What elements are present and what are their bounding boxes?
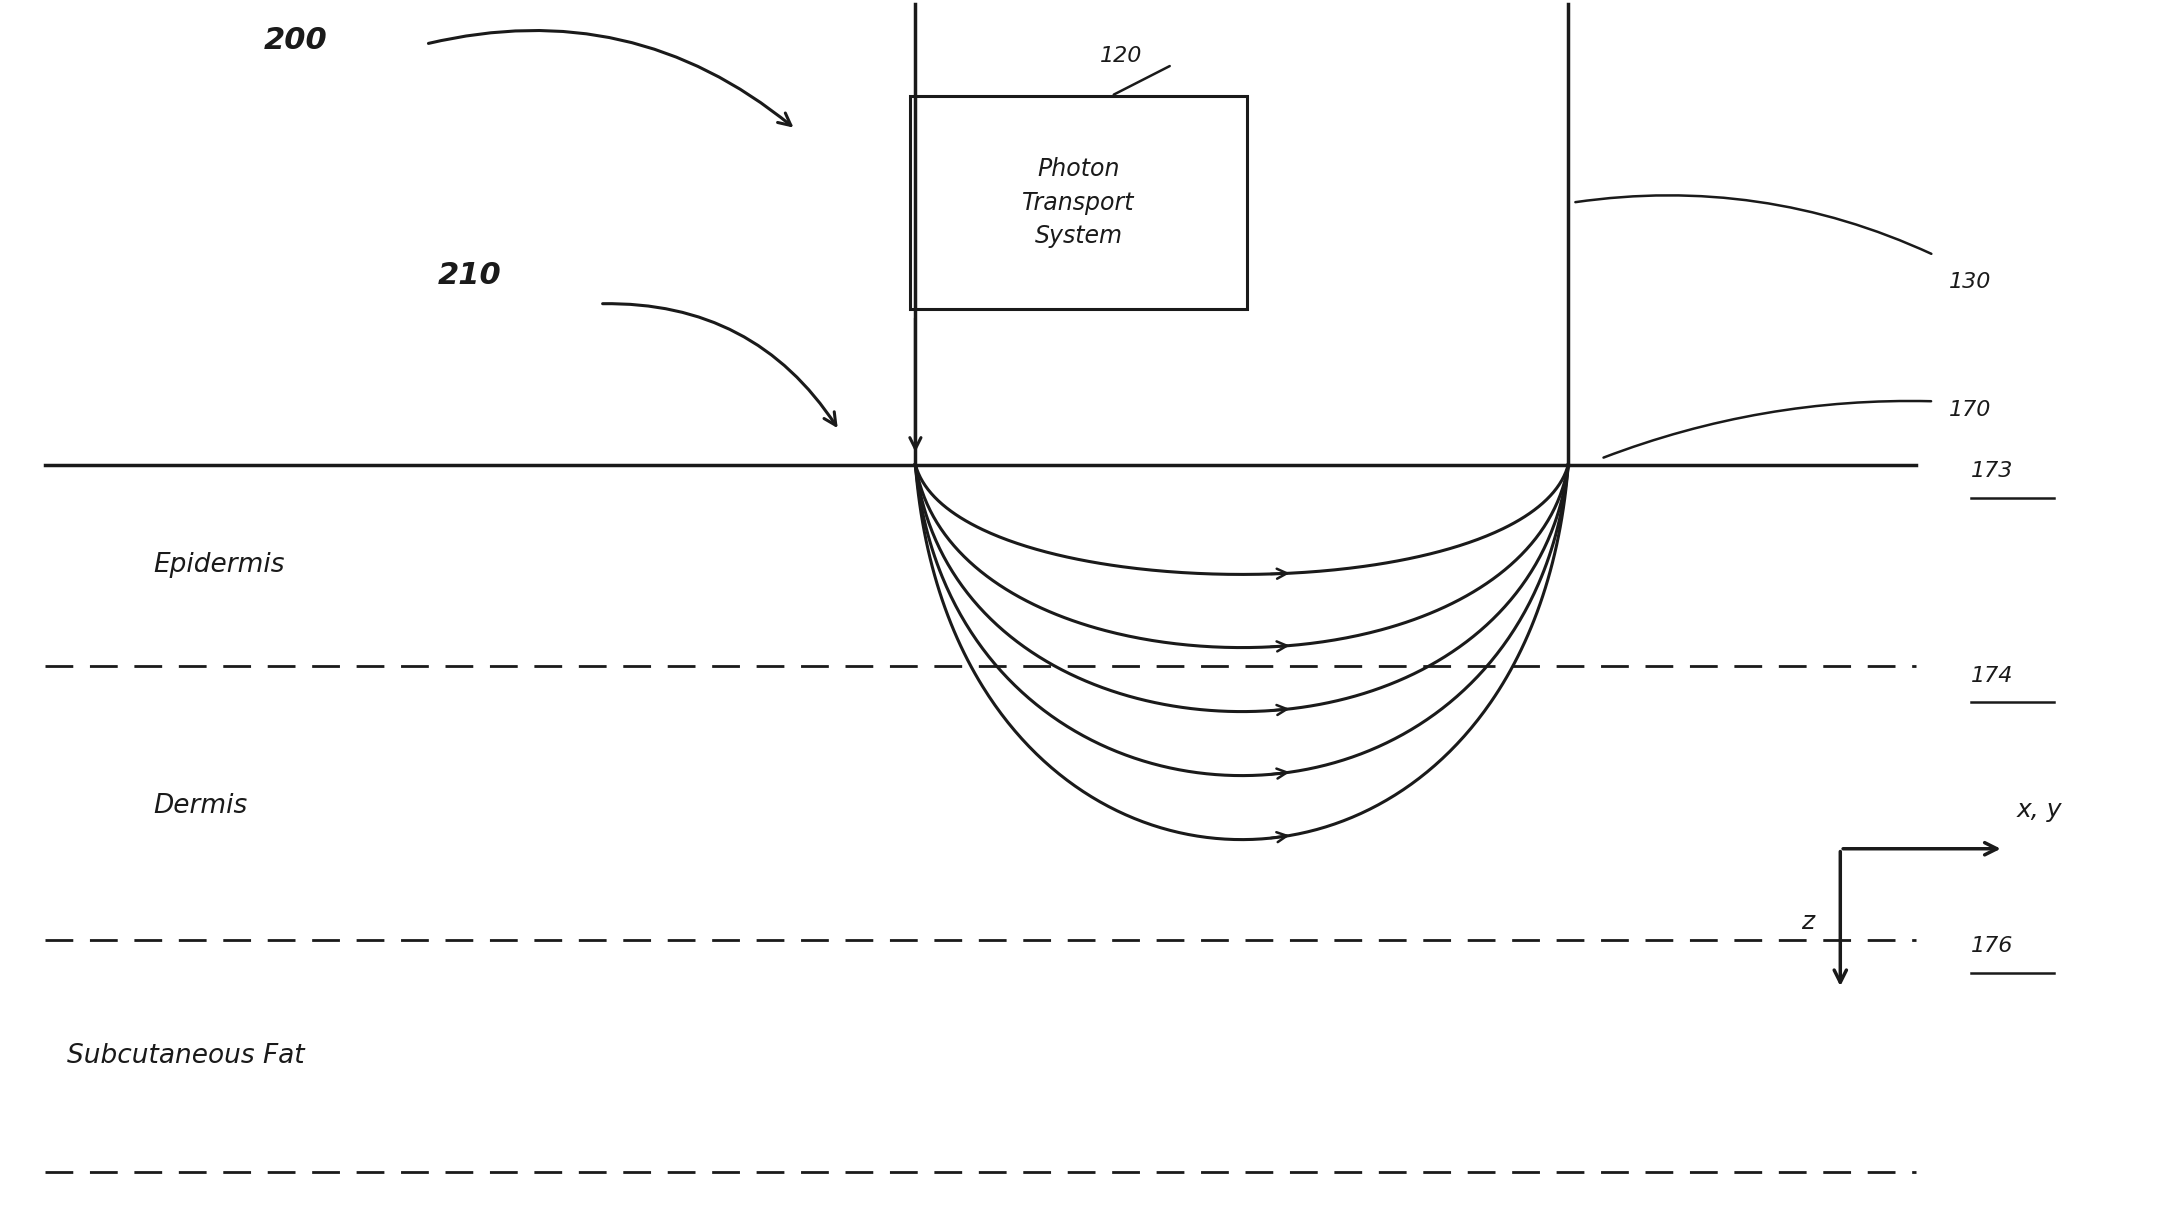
Text: 200: 200 — [264, 26, 327, 55]
Text: x, y: x, y — [2016, 798, 2061, 822]
Text: 210: 210 — [438, 262, 501, 290]
Text: 170: 170 — [1948, 400, 1992, 420]
Text: Photon
Transport
System: Photon Transport System — [1022, 158, 1135, 248]
Text: 120: 120 — [1100, 46, 1142, 66]
Text: 130: 130 — [1948, 271, 1992, 292]
Text: 176: 176 — [1970, 936, 2013, 957]
Text: z: z — [1802, 909, 1815, 934]
Text: 174: 174 — [1970, 666, 2013, 686]
Text: Dermis: Dermis — [155, 793, 248, 819]
Text: Epidermis: Epidermis — [155, 551, 285, 578]
Text: 173: 173 — [1970, 461, 2013, 480]
Text: Subcutaneous Fat: Subcutaneous Fat — [68, 1044, 305, 1069]
FancyBboxPatch shape — [911, 95, 1246, 309]
